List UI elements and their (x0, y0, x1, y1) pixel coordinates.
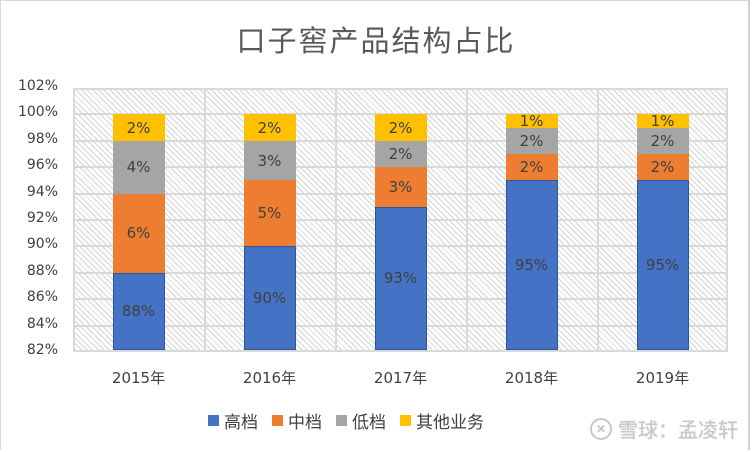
legend-swatch-icon (336, 415, 347, 426)
legend-label: 高档 (224, 413, 258, 433)
bar-segment-3: 1% (505, 111, 558, 130)
x-tick-label: 2015年 (111, 369, 166, 387)
stacked-bar: 90% 5% 3% 2% (243, 90, 296, 350)
y-tick-label: 100% (17, 104, 58, 121)
data-label: 90% (252, 289, 287, 308)
x-tick-label: 2018年 (504, 369, 559, 387)
y-tick-label: 86% (26, 289, 58, 306)
y-tick-label: 94% (26, 183, 58, 200)
data-label: 3% (388, 177, 413, 196)
bar-segment-1: 6% (112, 193, 165, 273)
legend-item: 中档 (272, 408, 322, 433)
legend-swatch-icon (272, 415, 283, 426)
snowball-logo-icon: ✕ (590, 417, 612, 440)
bar-segment-2: 4% (112, 140, 165, 194)
data-label: 3% (257, 151, 282, 170)
y-tick-label: 92% (26, 210, 58, 226)
y-tick-label: 88% (26, 262, 58, 279)
y-tick-label: 96% (26, 157, 58, 174)
y-tick-label: 90% (26, 236, 58, 253)
data-label: 95% (645, 256, 680, 275)
gridline-vertical (204, 90, 206, 350)
data-label: 6% (126, 224, 151, 243)
y-tick-label: 82% (26, 342, 58, 358)
data-label: 2% (650, 131, 675, 150)
y-tick-label: 102% (17, 78, 58, 94)
legend-label: 其他业务 (416, 413, 484, 433)
bar-segment-0: 95% (505, 180, 558, 350)
y-tick-label: 98% (26, 130, 58, 147)
gridline-vertical (466, 90, 468, 350)
data-label: 2% (257, 118, 282, 137)
data-label: 5% (257, 204, 282, 223)
data-label: 2% (650, 158, 675, 177)
bar-segment-0: 95% (636, 180, 689, 350)
y-tick-label: 84% (26, 315, 58, 332)
bar-segment-3: 1% (636, 111, 689, 130)
bar-segment-2: 3% (243, 140, 296, 181)
legend-swatch-icon (400, 415, 411, 426)
legend-item: 其他业务 (400, 408, 484, 433)
stacked-bar: 95% 2% 2% 1% (636, 90, 689, 350)
legend-label: 中档 (288, 413, 322, 433)
bar-segment-1: 2% (505, 154, 558, 181)
legend-swatch-icon (208, 415, 219, 426)
data-label: 1% (650, 111, 675, 130)
bar-segment-2: 2% (636, 127, 689, 154)
data-label: 1% (519, 111, 544, 130)
data-label: 95% (514, 256, 549, 275)
bar-segment-2: 2% (374, 140, 427, 168)
data-label: 2% (126, 118, 151, 137)
bar-segment-1: 3% (374, 167, 427, 207)
data-label: 93% (383, 269, 418, 288)
legend-item: 高档 (208, 408, 258, 433)
stacked-bar: 88% 6% 4% 2% (112, 90, 165, 350)
bar-segment-3: 2% (243, 114, 296, 141)
bar-segment-3: 2% (374, 114, 427, 141)
legend-label: 低档 (352, 413, 386, 433)
stacked-bar: 93% 3% 2% 2% (374, 90, 427, 350)
plot-area: 88% 6% 4% 2% 90% 5% 3% 2% 93% 3% 2% 2% 95% 2% 2% 1% 95% 2… (73, 88, 728, 352)
watermark: ✕ 雪球：孟凌轩 (590, 414, 738, 443)
chart-title: 口子窖产品结构占比 (236, 24, 516, 58)
data-label: 4% (126, 158, 151, 177)
data-label: 2% (519, 158, 544, 177)
x-tick-label: 2019年 (635, 369, 690, 387)
bar-segment-1: 5% (243, 180, 296, 247)
bar-segment-1: 2% (636, 154, 689, 181)
gridline-vertical (597, 90, 599, 350)
bar-segment-3: 2% (112, 114, 165, 141)
watermark-text: 雪球：孟凌轩 (618, 418, 738, 442)
data-label: 88% (121, 302, 156, 321)
data-label: 2% (388, 118, 413, 137)
bar-segment-2: 2% (505, 127, 558, 154)
legend-item: 低档 (336, 408, 386, 433)
bar-segment-0: 93% (374, 206, 427, 350)
bar-segment-0: 88% (112, 272, 165, 350)
data-label: 2% (388, 144, 413, 163)
bar-segment-0: 90% (243, 246, 296, 350)
x-tick-label: 2017年 (373, 369, 428, 387)
gridline-vertical (335, 90, 337, 350)
legend: 高档 中档 低档 其他业务 (0, 408, 752, 433)
x-tick-label: 2016年 (242, 369, 297, 387)
stacked-bar: 95% 2% 2% 1% (505, 90, 558, 350)
data-label: 2% (519, 131, 544, 150)
